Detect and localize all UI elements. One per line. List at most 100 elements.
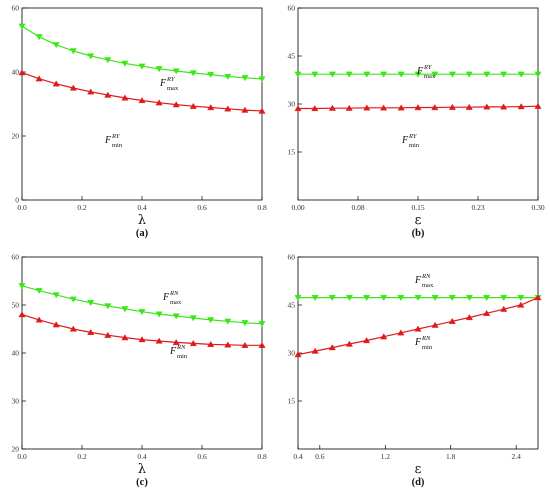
series-line-max [21,285,263,325]
annotation-superscript: RY [423,64,433,71]
annotation-subscript: min [422,344,433,351]
series-annotation-max: F RN max [162,290,182,306]
series-annotation-max: F RY max [416,64,436,80]
data-point-max [431,71,439,78]
series-line-min [21,72,263,112]
y-tick-label: 30 [288,349,296,358]
data-point-min [18,311,26,318]
data-point-max [207,71,215,78]
x-tick-label: 0.0 [17,203,27,212]
data-point-min [155,99,163,106]
data-point-max [121,306,129,313]
data-point-min [258,107,266,114]
data-point-min [431,104,439,111]
x-tick-label: 0.0 [17,452,27,461]
data-point-min [18,69,26,76]
data-point-max [500,71,508,78]
data-point-min [241,106,249,113]
data-point-max [69,48,77,55]
data-point-max [258,321,266,328]
data-point-min [311,105,319,112]
data-point-max [363,71,371,78]
series-annotation-min: F RN min [169,344,188,360]
annotation-superscript: RY [111,133,121,140]
data-point-max [397,295,405,302]
y-tick-label: 15 [288,397,296,406]
data-point-min [465,103,473,110]
annotation-base: F [169,346,177,357]
x-tick-label: 0.23 [471,203,484,212]
data-point-max [87,300,95,306]
x-axis-label: λ [138,213,146,228]
data-point-max [207,317,215,324]
data-point-min [52,80,60,87]
data-point-max [363,295,371,302]
data-point-max [104,57,112,64]
annotation-subscript: min [409,142,420,149]
x-tick-label: 0.2 [77,203,87,212]
data-point-min [345,104,353,111]
data-point-max [172,68,180,75]
data-point-max [328,71,336,78]
data-point-min [224,341,232,348]
data-point-max [35,34,43,41]
data-point-min [465,314,473,321]
data-point-max [18,283,26,290]
x-tick-label: 0.4 [293,452,303,461]
x-tick-label: 0.00 [291,203,304,212]
y-tick-label: 0 [15,196,19,205]
data-point-max [397,71,405,78]
annotation-superscript: RN [421,335,431,342]
annotation-base: F [414,337,422,348]
series-annotation-min: F RY min [401,133,420,149]
data-point-max [414,71,422,78]
data-point-min [363,104,371,111]
x-axis-label: λ [138,462,146,477]
panel-caption: (a) [136,228,149,239]
annotation-base: F [162,292,170,303]
y-tick-label: 30 [12,397,20,406]
data-point-max [380,295,388,302]
annotation-superscript: RN [176,344,186,351]
y-tick-label: 45 [288,301,296,310]
data-point-min [258,341,266,348]
data-point-min [534,294,542,301]
y-tick-label: 20 [12,445,20,454]
x-tick-label: 0.6 [197,452,207,461]
y-tick-label: 60 [288,253,296,262]
panel-caption: (d) [412,477,425,488]
data-point-max [311,71,319,78]
panel-caption: (b) [412,228,425,239]
x-tick-label: 1.2 [381,452,391,461]
data-point-min [431,321,439,328]
series-line-max [21,25,263,80]
data-point-max [517,71,525,78]
data-point-max [414,295,422,302]
y-tick-label: 20 [12,132,20,141]
y-tick-label: 60 [288,4,296,13]
data-point-min [345,340,353,347]
annotation-superscript: RY [166,76,176,83]
data-point-min [172,339,180,346]
plot-frame [21,256,263,450]
data-point-min [448,103,456,110]
annotation-base: F [416,66,424,77]
data-point-min [311,347,319,354]
data-point-min [172,101,180,108]
data-point-min [104,91,112,98]
data-point-max [517,295,525,302]
data-point-min [294,105,302,112]
y-tick-label: 45 [288,52,296,61]
data-point-max [241,320,249,327]
data-point-min [87,88,95,95]
data-point-min [363,337,371,344]
data-point-min [397,329,405,336]
data-point-max [483,71,491,78]
panel-caption: (c) [136,477,148,488]
data-point-min [500,305,508,312]
data-point-max [448,71,456,78]
data-point-max [172,313,180,320]
data-point-max [345,71,353,78]
